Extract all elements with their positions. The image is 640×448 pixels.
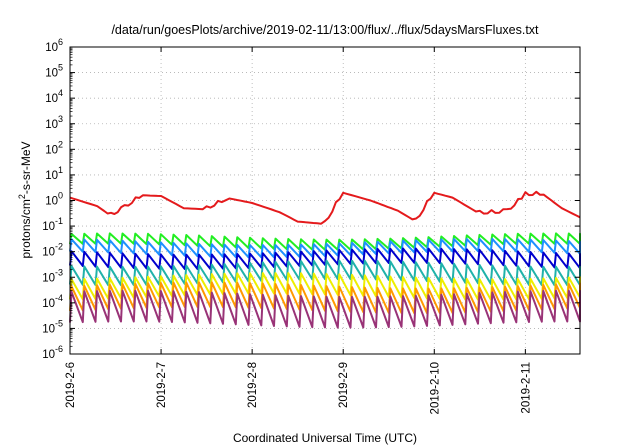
y-tick-base: 10 [45, 196, 58, 208]
y-label-rest: -s-sr-MeV [19, 141, 33, 194]
y-tick-label: 10-4 [42, 293, 63, 310]
y-tick-exp: -2 [55, 242, 63, 252]
y-tick-exp: -5 [55, 318, 63, 328]
y-tick-exp: 6 [58, 37, 63, 47]
y-tick-exp: 3 [58, 114, 63, 124]
y-tick-base: 10 [42, 323, 55, 335]
y-tick-exp: -1 [55, 216, 63, 226]
y-tick-base: 10 [45, 42, 58, 54]
x-tick-label: 2019-2-7 [156, 362, 168, 408]
y-tick-exp: -4 [55, 293, 63, 303]
y-tick-base: 10 [45, 119, 58, 131]
series-line-2 [69, 237, 581, 259]
series-line-7 [69, 289, 581, 329]
series-line-4 [69, 259, 581, 287]
y-tick-label: 102 [45, 139, 63, 156]
y-axis-label: protons/cm2-s-sr-MeV [17, 141, 33, 258]
y-tick-base: 10 [42, 272, 55, 284]
chart-title: /data/run/goesPlots/archive/2019-02-11/1… [111, 23, 539, 37]
y-tick-exp: -3 [55, 267, 63, 277]
y-tick-label: 106 [45, 37, 63, 54]
grid-lines [70, 47, 580, 354]
y-tick-exp: -6 [55, 344, 63, 354]
y-tick-label: 10-1 [42, 216, 63, 233]
y-label-base: protons/cm [19, 199, 33, 258]
data-series [69, 190, 581, 329]
x-tick-label: 2019-2-6 [65, 362, 77, 408]
series-line-3 [69, 247, 581, 270]
y-tick-base: 10 [42, 298, 55, 310]
x-axis-label: Coordinated Universal Time (UTC) [233, 431, 417, 445]
y-tick-exp: 2 [58, 139, 63, 149]
y-tick-base: 10 [45, 93, 58, 105]
x-tick-label: 2019-2-9 [338, 362, 350, 408]
y-tick-base: 10 [45, 170, 58, 182]
y-tick-label: 10-2 [42, 242, 63, 259]
y-tick-exp: 0 [58, 191, 63, 201]
y-tick-label: 105 [45, 63, 63, 80]
y-tick-base: 10 [45, 144, 58, 156]
y-tick-exp: 4 [58, 88, 63, 98]
x-tick-label: 2019-2-8 [247, 362, 259, 408]
y-tick-base: 10 [45, 68, 58, 80]
x-tick-label: 2019-2-10 [429, 362, 441, 414]
x-axis-ticks: 2019-2-6 2019-2-7 2019-2-8 2019-2-9 2019-2-1… [65, 47, 532, 414]
y-tick-base: 10 [42, 349, 55, 361]
y-tick-exp: 1 [58, 165, 63, 175]
y-tick-label: 104 [45, 88, 63, 105]
y-tick-label: 10-6 [42, 344, 63, 361]
y-tick-base: 10 [42, 221, 55, 233]
y-label-sup: 2 [17, 194, 27, 199]
x-tick-label: 2019-2-11 [520, 362, 532, 414]
y-tick-label: 103 [45, 114, 63, 131]
y-tick-label: 10-5 [42, 318, 63, 335]
series-line-0 [69, 190, 581, 225]
y-tick-exp: 5 [58, 63, 63, 73]
y-tick-base: 10 [42, 247, 55, 259]
y-axis-ticks: 10-610-510-410-310-210-11001011021031041… [42, 37, 580, 361]
y-tick-label: 101 [45, 165, 63, 182]
y-tick-label: 100 [45, 191, 63, 208]
y-tick-label: 10-3 [42, 267, 63, 284]
